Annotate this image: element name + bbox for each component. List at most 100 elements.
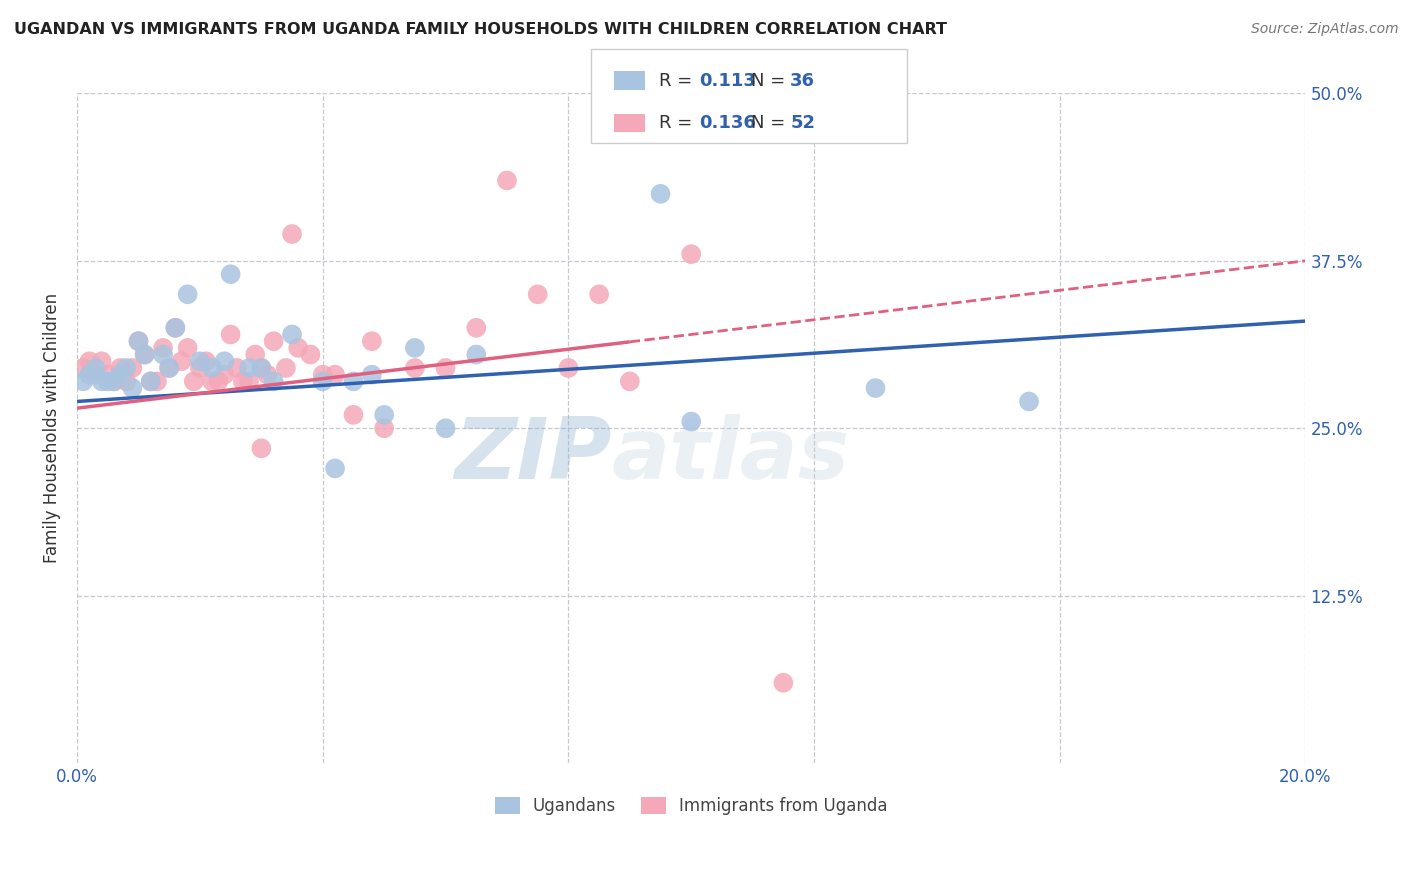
Point: [232, 375, 254, 389]
Point: [176, 287, 198, 301]
Text: R =: R =: [659, 71, 699, 89]
Point: [152, 348, 174, 362]
Point: [360, 368, 382, 382]
Point: [195, 354, 218, 368]
Point: [72, 375, 94, 389]
Point: [404, 361, 426, 376]
Point: [238, 375, 260, 389]
Point: [157, 361, 180, 376]
Text: ZIP: ZIP: [454, 414, 612, 497]
Text: 36: 36: [790, 71, 815, 89]
Point: [84, 361, 107, 376]
Point: [139, 375, 162, 389]
Point: [121, 361, 143, 376]
Point: [404, 341, 426, 355]
Point: [360, 334, 382, 348]
Point: [434, 421, 457, 435]
Point: [146, 375, 169, 389]
Point: [157, 361, 180, 376]
Point: [619, 375, 641, 389]
Point: [263, 375, 285, 389]
Point: [681, 415, 703, 429]
Point: [90, 375, 112, 389]
Point: [588, 287, 610, 301]
Point: [465, 348, 488, 362]
Point: [245, 348, 267, 362]
Point: [201, 375, 224, 389]
Text: UGANDAN VS IMMIGRANTS FROM UGANDA FAMILY HOUSEHOLDS WITH CHILDREN CORRELATION CH: UGANDAN VS IMMIGRANTS FROM UGANDA FAMILY…: [14, 22, 948, 37]
Point: [115, 361, 138, 376]
Point: [312, 375, 335, 389]
Point: [526, 287, 548, 301]
Text: R =: R =: [659, 114, 699, 132]
Point: [170, 354, 193, 368]
Point: [214, 368, 236, 382]
Point: [465, 320, 488, 334]
Point: [281, 327, 304, 342]
Point: [772, 675, 794, 690]
Point: [225, 361, 247, 376]
Point: [373, 421, 395, 435]
Point: [72, 361, 94, 376]
Point: [165, 320, 187, 334]
Point: [299, 348, 322, 362]
Point: [188, 354, 211, 368]
Point: [188, 361, 211, 376]
Point: [115, 375, 138, 389]
Point: [250, 361, 273, 376]
Point: [281, 227, 304, 241]
Point: [263, 334, 285, 348]
Point: [256, 368, 278, 382]
Point: [287, 341, 309, 355]
Point: [219, 327, 242, 342]
Point: [97, 375, 120, 389]
Point: [108, 361, 131, 376]
Point: [128, 334, 150, 348]
Point: [681, 247, 703, 261]
Text: 0.113: 0.113: [699, 71, 755, 89]
Point: [496, 173, 519, 187]
Point: [557, 361, 579, 376]
Point: [312, 368, 335, 382]
Point: [865, 381, 887, 395]
Point: [134, 348, 156, 362]
Point: [250, 361, 273, 376]
Legend: Ugandans, Immigrants from Uganda: Ugandans, Immigrants from Uganda: [488, 790, 894, 822]
Point: [108, 368, 131, 382]
Point: [84, 368, 107, 382]
Point: [238, 361, 260, 376]
Point: [214, 354, 236, 368]
Point: [1018, 394, 1040, 409]
Point: [373, 408, 395, 422]
Point: [201, 361, 224, 376]
Point: [165, 320, 187, 334]
Point: [650, 186, 672, 201]
Point: [152, 341, 174, 355]
Text: N =: N =: [751, 114, 790, 132]
Y-axis label: Family Households with Children: Family Households with Children: [44, 293, 60, 564]
Point: [128, 334, 150, 348]
Point: [103, 375, 125, 389]
Point: [79, 354, 101, 368]
Point: [434, 361, 457, 376]
Point: [79, 368, 101, 382]
Point: [323, 368, 346, 382]
Point: [219, 267, 242, 281]
Point: [250, 442, 273, 456]
Point: [323, 461, 346, 475]
Point: [207, 375, 229, 389]
Text: 52: 52: [790, 114, 815, 132]
Point: [121, 381, 143, 395]
Text: atlas: atlas: [612, 414, 849, 497]
Point: [139, 375, 162, 389]
Point: [176, 341, 198, 355]
Point: [183, 375, 205, 389]
Point: [342, 375, 364, 389]
Text: N =: N =: [751, 71, 790, 89]
Text: 0.136: 0.136: [699, 114, 755, 132]
Point: [103, 375, 125, 389]
Point: [342, 408, 364, 422]
Point: [90, 354, 112, 368]
Point: [274, 361, 297, 376]
Point: [134, 348, 156, 362]
